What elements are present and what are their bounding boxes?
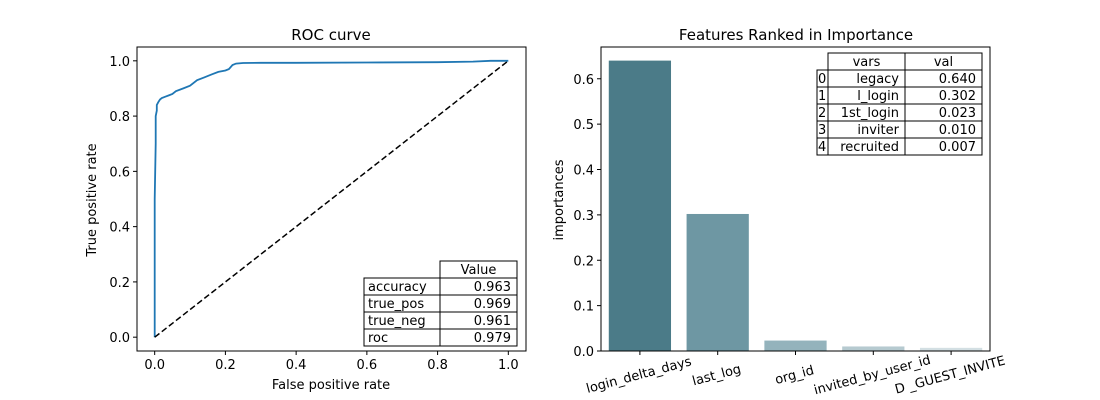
feature-table-row-var: recruited xyxy=(840,140,899,155)
feature-bar xyxy=(842,346,905,351)
roc-x-tick-label: 0.2 xyxy=(215,358,236,373)
feature-table-row-val: 0.640 xyxy=(939,72,976,87)
feature-table-row-val: 0.023 xyxy=(939,106,976,121)
feature-y-tick-label: 0.4 xyxy=(573,164,594,179)
feature-bar xyxy=(764,340,827,351)
roc-x-tick-label: 0.0 xyxy=(144,358,165,373)
feature-table-header-val: val xyxy=(934,55,953,70)
roc-table-row-label: roc xyxy=(368,331,388,346)
roc-x-ticks: 0.0 0.2 0.4 0.6 0.8 1.0 xyxy=(144,351,519,373)
feature-x-tick-label: org_id xyxy=(773,363,815,388)
roc-y-tick-label: 0.0 xyxy=(109,331,130,346)
feature-y-ticks: 0.0 0.1 0.2 0.3 0.4 0.5 0.6 xyxy=(573,73,601,360)
roc-table-header: Value xyxy=(461,263,497,278)
feature-table-row-var: inviter xyxy=(857,123,899,138)
feature-plot-frame xyxy=(600,46,991,352)
roc-chart: ROC curve False positive rate True posit… xyxy=(85,26,527,393)
roc-table-row-value: 0.963 xyxy=(474,280,511,295)
feature-table-val-cell xyxy=(904,137,983,156)
roc-table-row-label: true_pos xyxy=(368,297,424,312)
feature-bar xyxy=(608,60,672,351)
feature-table-row-var: 1st_login xyxy=(841,106,899,121)
roc-chart-title: ROC curve xyxy=(291,26,371,44)
roc-x-tick-label: 0.8 xyxy=(427,358,448,373)
roc-x-tick-label: 1.0 xyxy=(498,358,519,373)
roc-x-axis-label: False positive rate xyxy=(272,378,390,393)
roc-y-tick-label: 0.6 xyxy=(109,165,130,180)
feature-y-axis-label: importances xyxy=(552,159,567,240)
feature-table-row-index: 1 xyxy=(818,89,826,104)
feature-y-tick-label: 0.2 xyxy=(573,254,594,269)
feature-y-tick-label: 0.1 xyxy=(573,300,594,315)
feature-x-tick-label: last_log xyxy=(691,362,743,389)
feature-table-row-index: 4 xyxy=(818,140,826,155)
feature-table-row-index: 2 xyxy=(818,106,826,121)
feature-y-tick-label: 0.0 xyxy=(573,345,594,360)
feature-importance-chart: Features Ranked in Importance importance… xyxy=(552,26,1007,398)
roc-curve-line xyxy=(153,59,509,338)
feature-x-tick-label: login_delta_days xyxy=(585,354,694,397)
feature-chart-title: Features Ranked in Importance xyxy=(679,26,913,44)
roc-table-row-value: 0.961 xyxy=(474,314,511,329)
roc-y-tick-label: 0.4 xyxy=(109,221,130,236)
roc-table-value-cell xyxy=(439,328,518,347)
feature-bars xyxy=(608,60,983,351)
roc-table-row-label: true_neg xyxy=(368,314,426,329)
roc-y-tick-label: 0.8 xyxy=(109,110,130,125)
feature-table-row-var: l_login xyxy=(857,89,899,104)
roc-diagonal-line xyxy=(154,60,509,338)
roc-table-row-label: accuracy xyxy=(368,280,427,295)
feature-table-row-val: 0.302 xyxy=(939,89,976,104)
feature-y-tick-label: 0.6 xyxy=(573,73,594,88)
roc-metrics-table: Value accuracy 0.963 true_pos 0.969 true_neg 0… xyxy=(363,260,518,347)
roc-plot-frame xyxy=(136,46,527,352)
feature-table-row-val: 0.010 xyxy=(939,123,976,138)
feature-table-row-index: 0 xyxy=(818,72,826,87)
feature-bar xyxy=(919,347,983,351)
feature-y-tick-label: 0.5 xyxy=(573,118,594,133)
feature-bar xyxy=(686,213,749,351)
roc-y-ticks: 0.0 0.2 0.4 0.6 0.8 1.0 xyxy=(109,55,137,346)
roc-y-tick-label: 1.0 xyxy=(109,55,130,70)
roc-x-tick-label: 0.4 xyxy=(286,358,307,373)
roc-lines xyxy=(153,59,509,338)
feature-table-row-var: legacy xyxy=(856,72,899,87)
feature-table-row-val: 0.007 xyxy=(939,140,976,155)
feature-table-row-index: 3 xyxy=(818,123,826,138)
roc-table-row-value: 0.979 xyxy=(474,331,511,346)
roc-table-row-value: 0.969 xyxy=(474,297,511,312)
feature-values-table: vars val 0 legacy 0.640 1 l_login 0.302 2 1st_log… xyxy=(816,52,983,156)
roc-y-tick-label: 0.2 xyxy=(109,276,130,291)
feature-table-header-vars: vars xyxy=(853,55,881,70)
roc-x-tick-label: 0.6 xyxy=(357,358,378,373)
feature-y-tick-label: 0.3 xyxy=(573,209,594,224)
roc-y-axis-label: True positive rate xyxy=(85,143,100,257)
